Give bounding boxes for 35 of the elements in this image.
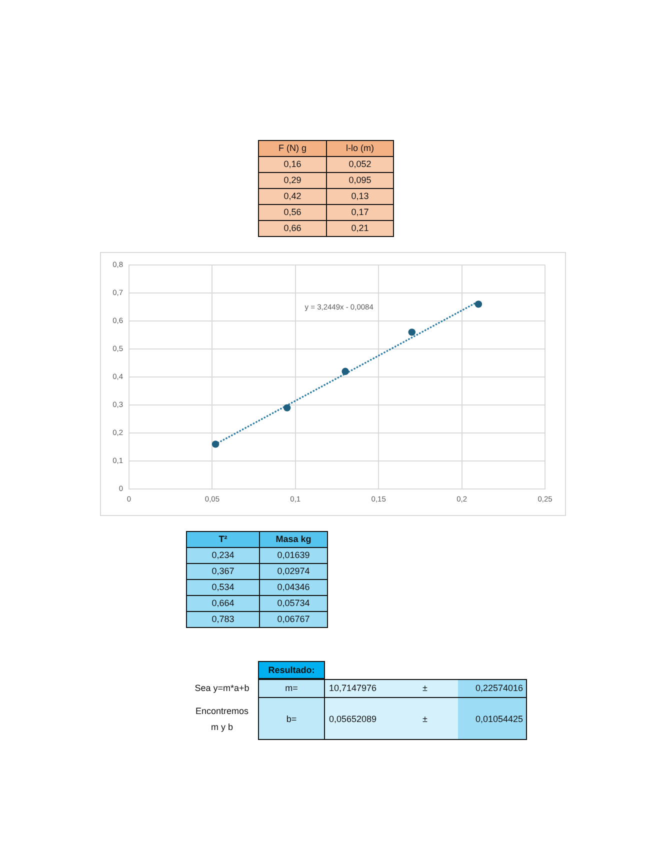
text: 0,06767	[260, 612, 328, 628]
text: 0,095	[326, 172, 394, 188]
text: 0,29	[258, 172, 326, 188]
text: 0,17	[326, 204, 394, 220]
text: 0,05652089	[329, 714, 377, 724]
text: 0,21	[326, 220, 394, 236]
text: 0,01054425	[475, 714, 523, 724]
text: 0,22574016	[475, 683, 523, 693]
text: 0,534	[186, 580, 260, 596]
text: 0,56	[258, 204, 326, 220]
text: ±	[422, 714, 428, 724]
text: F (N) g	[258, 140, 326, 156]
text: Encontremos m y b	[194, 704, 250, 734]
text: m=	[285, 683, 298, 693]
text: 0,42	[258, 188, 326, 204]
text: Sea y=m*a+b	[194, 682, 250, 695]
text: 0,367	[186, 564, 260, 580]
text: 10,7147976	[329, 683, 377, 693]
text: 0,052	[326, 156, 394, 172]
text: T²	[186, 532, 260, 548]
text: 0,04346	[260, 580, 328, 596]
text: ±	[422, 683, 428, 693]
text: 0,783	[186, 612, 260, 628]
text: l-lo (m)	[326, 140, 394, 156]
text: 0,234	[186, 548, 260, 564]
text: 0,13	[326, 188, 394, 204]
text: 0,664	[186, 596, 260, 612]
text: 0,16	[258, 156, 326, 172]
text: Resultado:	[258, 661, 325, 679]
text: 0,05734	[260, 596, 328, 612]
text: 0,01639	[260, 548, 328, 564]
text: 0,66	[258, 220, 326, 236]
text: Masa kg	[260, 532, 328, 548]
text: 0,02974	[260, 564, 328, 580]
text: b=	[286, 714, 297, 724]
